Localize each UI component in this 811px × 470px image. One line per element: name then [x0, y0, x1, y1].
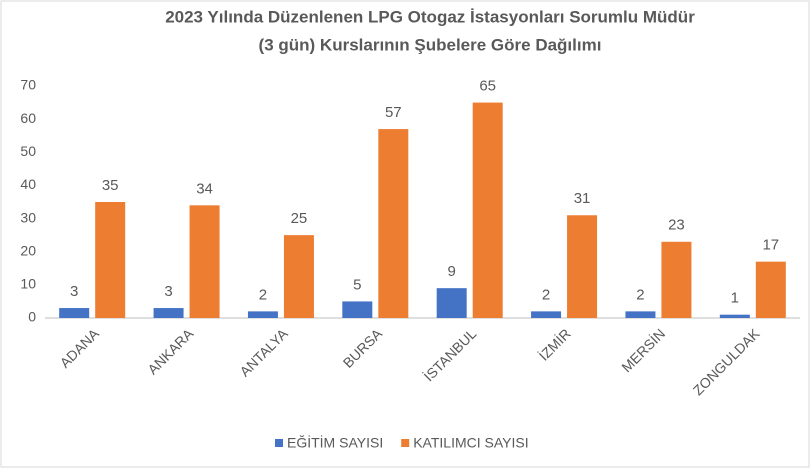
y-tick-label: 10 — [20, 276, 36, 292]
data-label: 25 — [291, 210, 308, 227]
bar — [567, 215, 598, 318]
bar — [755, 261, 786, 318]
data-label: 2 — [542, 286, 550, 303]
bar — [625, 311, 656, 318]
y-tick-label: 40 — [20, 176, 36, 192]
data-label: 2 — [259, 286, 267, 303]
bar — [661, 241, 692, 318]
data-label: 34 — [196, 180, 213, 197]
data-label: 1 — [731, 290, 739, 307]
bar — [436, 288, 467, 318]
data-label: 9 — [448, 263, 456, 280]
bar — [247, 311, 278, 318]
y-tick-label: 20 — [20, 242, 36, 258]
legend-swatch — [401, 439, 410, 447]
chart-title: (3 gün) Kurslarının Şubelere Göre Dağılı… — [259, 35, 602, 54]
y-tick-label: 30 — [20, 209, 36, 225]
y-tick-label: 50 — [20, 143, 36, 159]
data-label: 2 — [636, 286, 644, 303]
bar — [95, 202, 126, 318]
data-label: 17 — [762, 237, 779, 254]
data-label: 3 — [164, 283, 172, 300]
legend-swatch — [275, 439, 283, 447]
data-label: 5 — [353, 276, 361, 293]
bar — [342, 301, 373, 318]
bar — [719, 314, 750, 318]
bar — [59, 308, 90, 318]
bar — [189, 205, 220, 318]
y-tick-label: 60 — [20, 110, 36, 126]
legend-label: EĞİTİM SAYISI — [287, 434, 383, 451]
chart-title: 2023 Yılında Düzenlenen LPG Otogaz İstas… — [165, 7, 695, 26]
data-label: 65 — [479, 78, 496, 95]
data-label: 23 — [668, 217, 685, 234]
y-tick-label: 70 — [20, 77, 36, 93]
bar — [283, 235, 314, 318]
bar — [153, 308, 184, 318]
bar — [378, 129, 409, 318]
y-tick-label: 0 — [28, 309, 36, 325]
bar — [472, 102, 503, 318]
bar — [531, 311, 562, 318]
data-label: 31 — [574, 190, 591, 207]
data-label: 3 — [70, 283, 78, 300]
legend-label: KATILIMCI SAYISI — [413, 435, 528, 451]
data-label: 35 — [102, 177, 119, 194]
data-label: 57 — [385, 104, 402, 121]
